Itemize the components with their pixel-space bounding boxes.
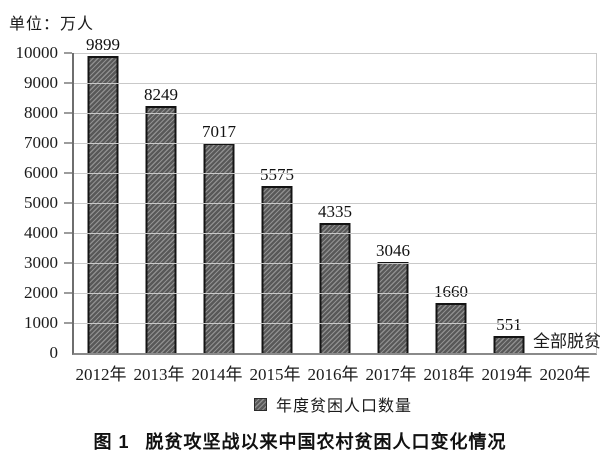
x-axis-label-2016年: 2016年 [307,365,359,384]
y-axis-tick [64,82,72,84]
bar-value-label: 1660 [434,282,468,302]
x-axis-label-2018年: 2018年 [423,365,475,384]
gridline [74,113,596,114]
gridline [74,263,596,264]
bar-value-label: 3046 [376,240,410,260]
gridline [74,53,596,54]
y-axis-tick-label: 4000 [24,223,58,242]
y-axis-tick [64,172,72,174]
y-axis-tick [64,322,72,324]
x-axis-label-2013年: 2013年 [133,365,185,384]
bar-slot-2013年: 8249 [132,53,190,353]
y-axis-tick-label: 8000 [24,103,58,122]
y-axis-tick-label: 6000 [24,163,58,182]
gridline [74,83,596,84]
bar-value-label: 8249 [144,84,178,104]
y-axis-tick [64,292,72,294]
bar-slot-2012年: 9899 [74,35,132,353]
legend: 年度贫困人口数量 [72,392,594,416]
bar-slot-2017年: 3046 [364,53,422,353]
y-axis-tick-label: 5000 [24,193,58,212]
y-axis-tick [64,262,72,264]
bar-slot-2020年: 全部脱贫 [533,53,600,353]
y-axis-tick-label: 0 [49,343,59,362]
bar-value-label: 9899 [86,35,120,55]
y-axis-tick-label: 1000 [24,313,58,332]
y-axis-tick [64,142,72,144]
y-axis-labels: 0 1000 2000 3000 4000 5000 6000 7000 8000 9000 100… [0,43,62,362]
bar-slot-2019年: 551 [480,53,538,353]
gridline [74,173,596,174]
bar-value-label: 551 [496,315,522,335]
bar-value-label: 4335 [318,201,352,221]
bar-2015年 [261,185,293,353]
gridline [74,233,596,234]
bar-2014年 [203,142,235,353]
figure-title: 脱贫攻坚战以来中国农村贫困人口变化情况 [145,432,507,452]
x-axis-label-2015年: 2015年 [249,365,301,384]
x-axis-label-2014年: 2014年 [191,365,243,384]
y-axis-tick-label: 10000 [15,43,59,62]
x-axis-labels: 2012年 2013年 2014年 2015年 2016年 2017年 2018年 2019年… [72,360,594,385]
y-axis-tick-label: 9000 [24,73,58,92]
x-axis-label-2012年: 2012年 [75,365,127,384]
bar-value-label: 5575 [260,164,294,184]
bar-series: 9899 8249 7017 5575 4335 3046 1660 551 全部脱贫 [74,35,600,353]
y-axis-tick [64,232,72,234]
gridline [74,203,596,204]
bar-2018年 [435,303,467,353]
bar-slot-2018年: 1660 [422,53,480,353]
annotation-all-lifted-out-of-poverty: 全部脱贫 [533,332,600,351]
gridline [74,143,596,144]
figure-caption: 图 1 脱贫攻坚战以来中国农村贫困人口变化情况 [0,428,600,454]
unit-label: 单位：万人 [9,16,95,33]
x-axis-label-2020年: 2020年 [539,365,591,384]
y-axis-tick-label: 2000 [24,283,58,302]
legend-label: 年度贫困人口数量 [275,398,412,415]
y-axis-tick [64,202,72,204]
bar-slot-2015年: 5575 [248,53,306,353]
bar-slot-2014年: 7017 [190,53,248,353]
legend-hatch-swatch-icon [253,397,267,411]
y-axis-tick [64,112,72,114]
y-axis-tick-label: 7000 [24,133,58,152]
gridline [74,323,596,324]
figure-number: 图 1 [93,432,130,452]
bar-value-label: 7017 [202,121,236,141]
bar-2019年 [493,336,525,353]
bar-slot-2016年: 4335 [306,53,364,353]
x-axis-label-2017年: 2017年 [365,365,417,384]
y-axis-tick-label: 3000 [24,253,58,272]
bar-2013年 [145,105,177,353]
y-axis-tick [64,52,72,54]
plot-area: 9899 8249 7017 5575 4335 3046 1660 551 全部脱贫 [64,35,600,355]
gridline [74,293,596,294]
bar-2016年 [319,222,351,353]
bar-2017年 [377,261,409,353]
bar-2012年 [87,56,119,353]
x-axis-label-2019年: 2019年 [481,365,533,384]
